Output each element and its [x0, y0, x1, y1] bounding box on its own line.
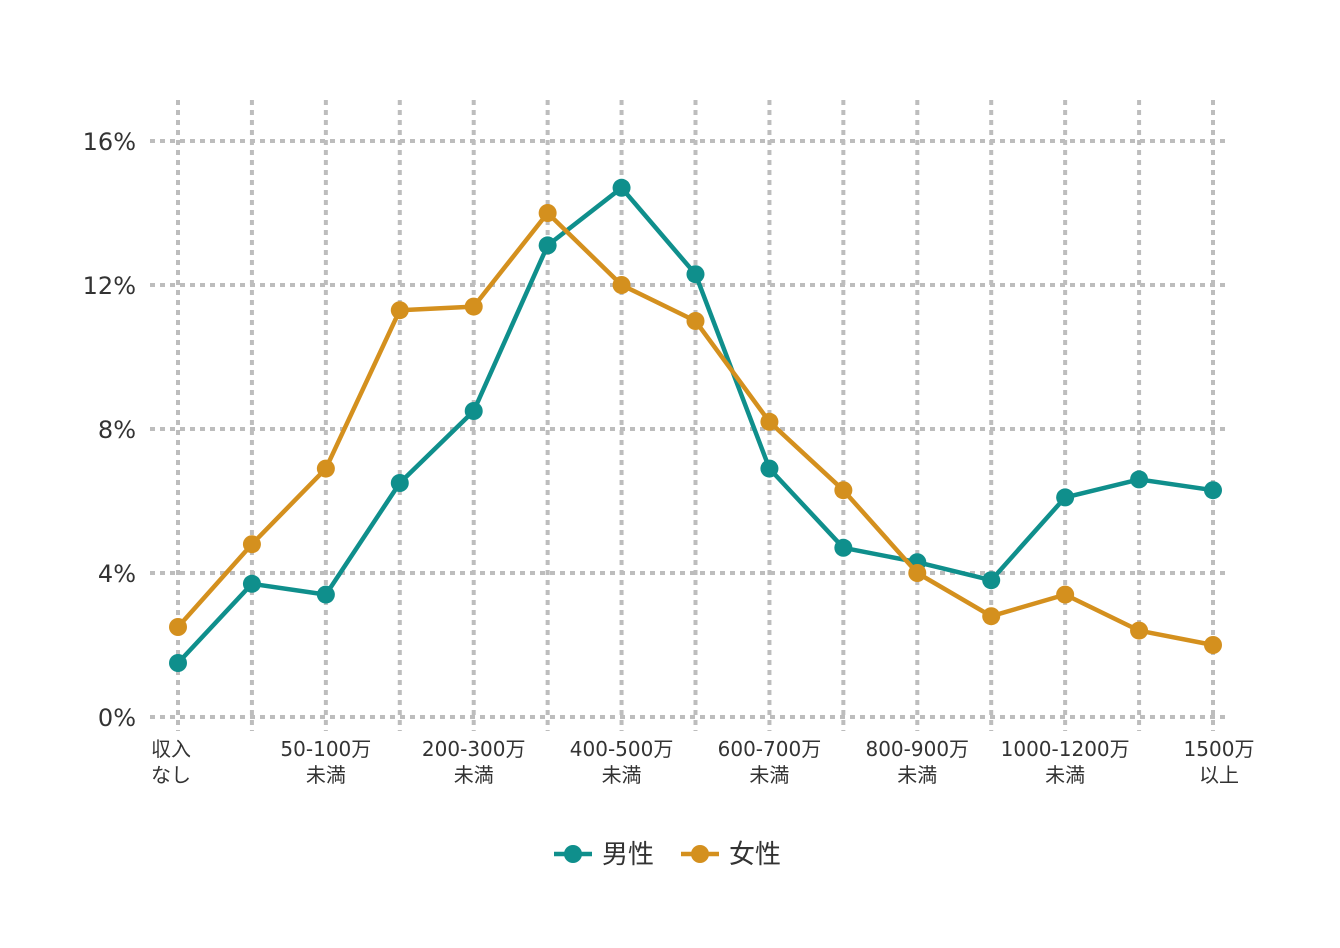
y-tick-label: 0%: [98, 704, 136, 732]
data-point: [169, 618, 187, 636]
legend-label: 男性: [602, 840, 654, 870]
data-point: [834, 481, 853, 500]
legend-marker-icon: [691, 845, 709, 863]
data-point: [686, 265, 705, 284]
data-point: [242, 574, 261, 593]
x-tick-label: 未満: [454, 763, 494, 787]
data-point: [390, 301, 409, 320]
x-tick-label: 未満: [897, 763, 937, 787]
x-tick-label: 未満: [749, 763, 789, 787]
data-point: [1056, 585, 1075, 604]
x-tick-label: 収入: [151, 737, 191, 761]
legend-label: 女性: [729, 840, 781, 870]
data-point: [390, 474, 409, 492]
x-tick-label: 200-300万: [422, 737, 526, 761]
data-point: [982, 571, 1001, 590]
data-point: [169, 654, 187, 672]
x-axis-ticks: 収入なし50-100万未満200-300万未満400-500万未満600-700…: [151, 737, 1254, 787]
x-tick-label: 未満: [1045, 763, 1085, 787]
data-point: [982, 607, 1001, 626]
data-point: [760, 459, 779, 478]
y-axis-ticks: 0% 4% 8% 12% 16%: [83, 128, 136, 732]
x-tick-label: 600-700万: [718, 737, 822, 761]
data-point: [242, 535, 261, 554]
legend-item-1: 男性: [554, 840, 654, 870]
x-tick-label: 50-100万: [280, 737, 371, 761]
x-tick-label: 未満: [602, 763, 642, 787]
x-tick-label: 1000-1200万: [1001, 737, 1130, 761]
x-tick-label: 400-500万: [570, 737, 674, 761]
data-point: [612, 276, 631, 294]
data-point: [760, 412, 779, 431]
y-tick-label: 16%: [83, 128, 136, 156]
series-layer: [169, 178, 1222, 672]
data-point: [1204, 636, 1222, 654]
x-tick-label: 1500万: [1184, 737, 1255, 761]
x-tick-label: 未満: [306, 763, 346, 787]
data-point: [1204, 481, 1222, 500]
y-tick-label: 8%: [98, 416, 136, 444]
x-tick-label: 以上: [1199, 763, 1239, 787]
legend: 男性 女性: [554, 840, 781, 870]
data-point: [316, 585, 335, 604]
data-point: [908, 564, 927, 582]
data-point: [316, 459, 335, 478]
data-point: [464, 297, 483, 316]
data-point: [686, 312, 705, 330]
data-point: [538, 236, 557, 255]
data-point: [1130, 470, 1149, 489]
data-point: [1056, 488, 1075, 507]
x-tick-label: 800-900万: [865, 737, 969, 761]
legend-item-2: 女性: [681, 840, 781, 870]
data-point: [612, 178, 631, 197]
data-point: [538, 204, 557, 222]
x-tick-label: なし: [151, 763, 191, 787]
y-tick-label: 12%: [83, 272, 136, 300]
y-tick-label: 4%: [98, 560, 136, 588]
legend-marker-icon: [564, 845, 582, 863]
series-2: [169, 204, 1222, 654]
data-point: [1130, 621, 1149, 640]
grid: [150, 100, 1228, 731]
series-1: [169, 178, 1222, 672]
data-point: [834, 538, 853, 557]
data-point: [464, 402, 483, 420]
